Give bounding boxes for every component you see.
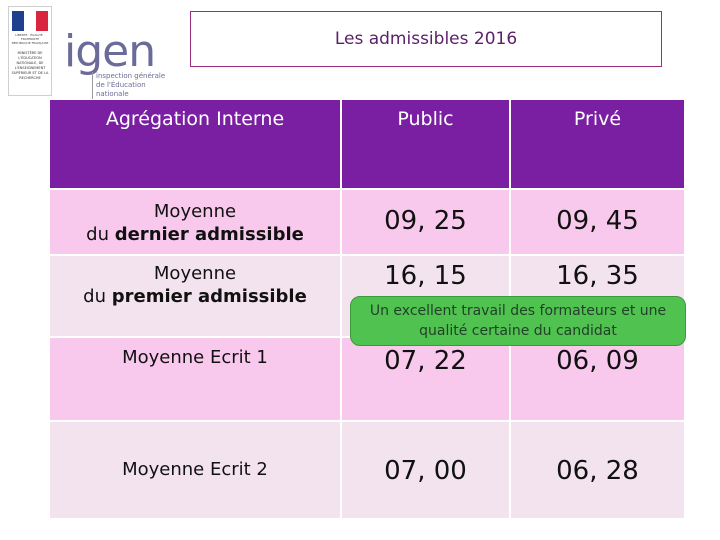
- row-label-bold: premier admissible: [111, 286, 307, 307]
- republique-text: LIBERTÉ · ÉGALITÉ · FRATERNITÉ RÉPUBLIQU…: [11, 33, 49, 45]
- prive-value: 06, 09: [511, 338, 684, 422]
- ministere-text: MINISTÈRE DE L'ÉDUCATION NATIONALE, DE L…: [11, 51, 49, 80]
- igen-logo: igen: [64, 26, 156, 77]
- page-title: Les admissibles 2016: [334, 29, 518, 49]
- row-label: Moyenne Ecrit 1: [50, 338, 342, 422]
- row-label-line2: du dernier admissible: [50, 223, 340, 246]
- row-label-line1: Moyenne: [153, 263, 237, 284]
- admissibles-table: Agrégation Interne Public Privé Moyenne …: [50, 100, 684, 520]
- table-row: Moyenne Ecrit 1 07, 22 06, 09: [50, 338, 684, 422]
- prive-value: 06, 28: [511, 422, 684, 520]
- republique-francaise-logo: LIBERTÉ · ÉGALITÉ · FRATERNITÉ RÉPUBLIQU…: [8, 6, 52, 96]
- header-cell-prive: Privé: [511, 100, 684, 190]
- row-label: Moyenne du premier admissible: [50, 256, 342, 338]
- header-cell-public: Public: [342, 100, 511, 190]
- marianne-flag-icon: [12, 11, 48, 31]
- table-header-row: Agrégation Interne Public Privé: [50, 100, 684, 190]
- header-cell-concours: Agrégation Interne: [50, 100, 342, 190]
- table-row: Moyenne du dernier admissible 09, 25 09,…: [50, 190, 684, 256]
- row-label-prefix: du: [83, 286, 112, 307]
- green-callout: Un excellent travail des formateurs et u…: [350, 296, 686, 346]
- row-label: Moyenne Ecrit 2: [50, 422, 342, 520]
- title-box: Les admissibles 2016: [190, 11, 662, 67]
- igen-subtitle: inspection générale de l'Éducation natio…: [92, 72, 176, 99]
- row-label: Moyenne du dernier admissible: [50, 190, 342, 256]
- prive-value: 09, 45: [511, 190, 684, 256]
- logo-block: LIBERTÉ · ÉGALITÉ · FRATERNITÉ RÉPUBLIQU…: [2, 2, 167, 99]
- row-label-prefix: du: [86, 224, 115, 245]
- table-row: Moyenne Ecrit 2 07, 00 06, 28: [50, 422, 684, 520]
- public-value: 07, 00: [342, 422, 511, 520]
- row-label-line2: du premier admissible: [50, 285, 340, 308]
- public-value: 07, 22: [342, 338, 511, 422]
- row-label-bold: dernier admissible: [114, 224, 304, 245]
- row-label-line1: Moyenne: [153, 201, 237, 222]
- public-value: 09, 25: [342, 190, 511, 256]
